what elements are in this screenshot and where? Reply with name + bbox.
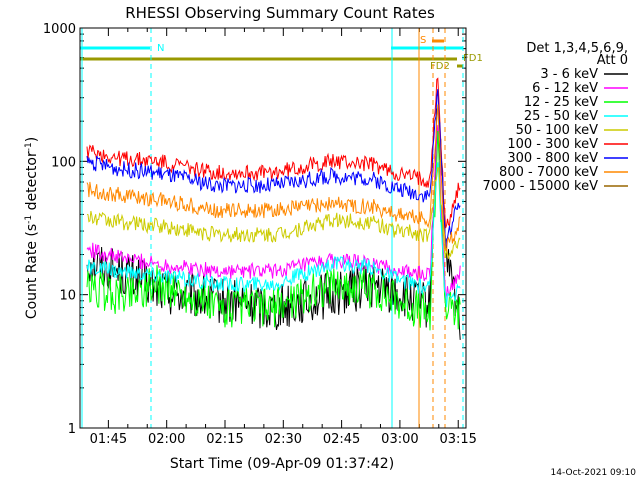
series-line — [86, 104, 461, 252]
y-tick-label: 1 — [68, 422, 76, 437]
series-line — [86, 162, 461, 308]
x-tick-label: 02:45 — [323, 432, 360, 447]
y-tick-label: 1000 — [43, 22, 76, 37]
x-tick-label: 02:30 — [265, 432, 302, 447]
legend-entry-label: 25 - 50 keV — [524, 109, 598, 124]
legend-entry-label: 7000 - 15000 keV — [483, 179, 599, 194]
series-line — [86, 166, 461, 259]
x-tick-label: 02:15 — [206, 432, 243, 447]
legend-entry-label: 800 - 7000 keV — [499, 165, 598, 180]
x-axis-label: Start Time (09-Apr-09 01:37:42) — [170, 456, 394, 472]
legend-entry-label: 300 - 800 keV — [507, 151, 598, 166]
legend-header-1: Det 1,3,4,5,6,9, — [526, 41, 628, 56]
chart-title: RHESSI Observing Summary Count Rates — [125, 4, 435, 22]
series-line — [86, 77, 461, 229]
plot-frame — [79, 27, 467, 429]
flag-label: N — [157, 43, 164, 54]
x-tick-label: 02:00 — [148, 432, 185, 447]
flag-label: FD1 — [463, 53, 483, 64]
x-tick-label: 03:15 — [439, 432, 476, 447]
x-tick-label: 01:45 — [90, 432, 127, 447]
flag-label: FD2 — [430, 61, 450, 72]
legend-entry-label: 50 - 100 keV — [516, 123, 599, 138]
flag-label: S — [420, 35, 426, 46]
legend-header-2: Att 0 — [597, 53, 628, 68]
timestamp: 14-Oct-2021 09:10 — [551, 468, 637, 478]
legend-entry-label: 100 - 300 keV — [507, 137, 598, 152]
legend-entry-label: 6 - 12 keV — [532, 81, 598, 96]
y-axis-label: Count Rate (s-1 detector-1) — [24, 137, 40, 319]
series-line — [86, 89, 461, 249]
y-tick-label: 10 — [59, 289, 76, 304]
x-tick-label: 03:00 — [381, 432, 418, 447]
y-tick-label: 100 — [51, 155, 76, 170]
legend-entry-label: 12 - 25 keV — [524, 95, 598, 110]
legend-entry-label: 3 - 6 keV — [540, 67, 598, 82]
plot-area: 1 10 100 1000 01:45 02:00 02:15 02:30 02:45 03:00… — [43, 22, 483, 447]
series-line — [86, 124, 461, 300]
